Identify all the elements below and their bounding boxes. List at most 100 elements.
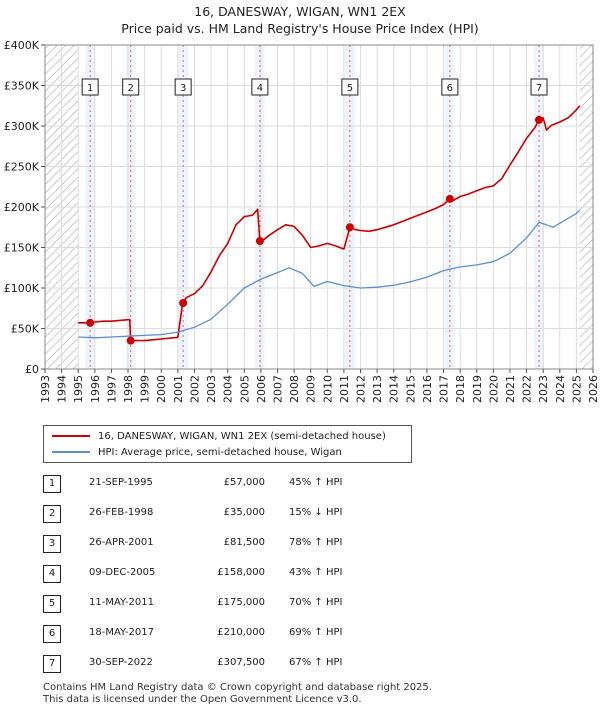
hpi-line [78,209,581,339]
transaction-hpi: 70% ↑ HPI [289,597,343,608]
transaction-number: 3 [43,535,61,553]
y-tick-label: £0 [25,363,39,376]
x-tick-label: 2025 [570,375,583,403]
transaction-price: £175,000 [217,597,265,608]
y-tick-label: £300K [4,120,40,133]
x-tick-label: 2002 [188,375,201,403]
x-tick-label: 2019 [471,375,484,403]
x-tick-label: 2024 [554,375,567,403]
transaction-date: 11-MAY-2011 [89,597,155,608]
x-tick-label: 2020 [487,375,500,403]
price-chart: 1 2 3 4 5 6 7 £0 £50K £100K £150K £200K £250K £300K £… [4,39,600,403]
x-tick-label: 2005 [238,375,251,403]
x-tick-label: 1999 [139,375,152,403]
sale-label-box [530,78,548,96]
x-tick-label: 2014 [388,375,401,403]
x-tick-label: 2026 [587,375,600,403]
transaction-row: 3 26-APR-2001 £81,500 78% ↑ HPI [43,535,403,553]
transaction-price: £210,000 [217,627,265,638]
transaction-price: £158,000 [217,567,265,578]
y-tick-label: £50K [11,323,40,336]
x-tick-label: 1993 [39,375,52,403]
transaction-row: 6 18-MAY-2017 £210,000 69% ↑ HPI [43,625,403,643]
y-tick-label: £250K [4,161,40,174]
x-tick-label: 2016 [421,375,434,403]
legend-label-property: 16, DANESWAY, WIGAN, WN1 2EX (semi-detac… [98,430,386,442]
sale-label: 5 [347,83,353,94]
x-tick-label: 2001 [172,375,185,403]
transaction-price: £81,500 [223,537,265,548]
legend-item-hpi: HPI: Average price, semi-detached house,… [52,445,342,459]
footer-licence: This data is licensed under the Open Gov… [43,694,362,705]
sale-point [126,336,135,345]
sale-label-box [251,78,269,96]
legend-swatch-property [52,435,90,437]
x-tick-label: 1995 [72,375,85,403]
x-tick-label: 2018 [454,375,467,403]
footer-copyright: Contains HM Land Registry data © Crown c… [43,682,432,693]
transaction-row: 2 26-FEB-1998 £35,000 15% ↓ HPI [43,505,403,523]
transaction-number: 7 [43,655,61,673]
chart-subtitle: Price paid vs. HM Land Registry's House … [121,21,479,36]
transaction-date: 09-DEC-2005 [89,567,156,578]
y-tick-label: £200K [4,201,40,214]
x-tick-label: 2007 [271,375,284,403]
y-tick-label: £400K [4,39,40,52]
transaction-hpi: 67% ↑ HPI [289,657,343,668]
sale-point [535,115,544,124]
sale-label-box [122,78,140,96]
sale-point [255,237,264,246]
sale-label: 2 [127,83,133,94]
sale-label: 7 [536,83,542,94]
x-tick-label: 2010 [321,375,334,403]
x-tick-label: 2017 [438,375,451,403]
legend-swatch-hpi [52,451,90,453]
x-tick-label: 1997 [105,375,118,403]
transaction-hpi: 43% ↑ HPI [289,567,343,578]
sale-label-box [341,78,359,96]
transaction-row: 5 11-MAY-2011 £175,000 70% ↑ HPI [43,595,403,613]
sale-label: 6 [447,83,453,94]
transaction-row: 1 21-SEP-1995 £57,000 45% ↑ HPI [43,475,403,493]
x-tick-label: 1998 [122,375,135,403]
transaction-date: 26-FEB-1998 [89,507,154,518]
x-tick-label: 1994 [56,375,69,403]
y-tick-label: £100K [4,282,40,295]
x-tick-label: 2012 [355,375,368,403]
transaction-number: 1 [43,475,61,493]
x-tick-label: 2008 [288,375,301,403]
transaction-price: £35,000 [223,507,265,518]
property-price-line [78,105,581,342]
x-tick-label: 2023 [537,375,550,403]
x-tick-label: 2022 [521,375,534,403]
y-tick-label: £350K [4,80,40,93]
x-tick-label: 1996 [89,375,102,403]
transaction-hpi: 15% ↓ HPI [289,507,343,518]
transaction-number: 2 [43,505,61,523]
x-tick-label: 2009 [305,375,318,403]
transaction-hpi: 45% ↑ HPI [289,477,343,488]
y-tick-label: £150K [4,242,40,255]
sale-point [445,194,454,203]
transaction-date: 18-MAY-2017 [89,627,155,638]
legend-item-property: 16, DANESWAY, WIGAN, WN1 2EX (semi-detac… [52,429,386,443]
transaction-number: 4 [43,565,61,583]
x-tick-label: 2013 [371,375,384,403]
x-tick-label: 2006 [255,375,268,403]
x-tick-label: 2003 [205,375,218,403]
sale-label: 4 [257,83,263,94]
transaction-number: 5 [43,595,61,613]
chart-title: 16, DANESWAY, WIGAN, WN1 2EX [194,4,406,19]
transaction-number: 6 [43,625,61,643]
transaction-row: 4 09-DEC-2005 £158,000 43% ↑ HPI [43,565,403,583]
chart-legend: 16, DANESWAY, WIGAN, WN1 2EX (semi-detac… [43,425,412,463]
transaction-date: 30-SEP-2022 [89,657,153,668]
transaction-price: £57,000 [223,477,265,488]
x-tick-label: 2011 [338,375,351,403]
transaction-price: £307,500 [217,657,265,668]
legend-label-hpi: HPI: Average price, semi-detached house,… [98,446,342,458]
sale-point [345,223,354,232]
transaction-hpi: 69% ↑ HPI [289,627,343,638]
sale-label-box [441,78,459,96]
sale-point [179,298,188,307]
